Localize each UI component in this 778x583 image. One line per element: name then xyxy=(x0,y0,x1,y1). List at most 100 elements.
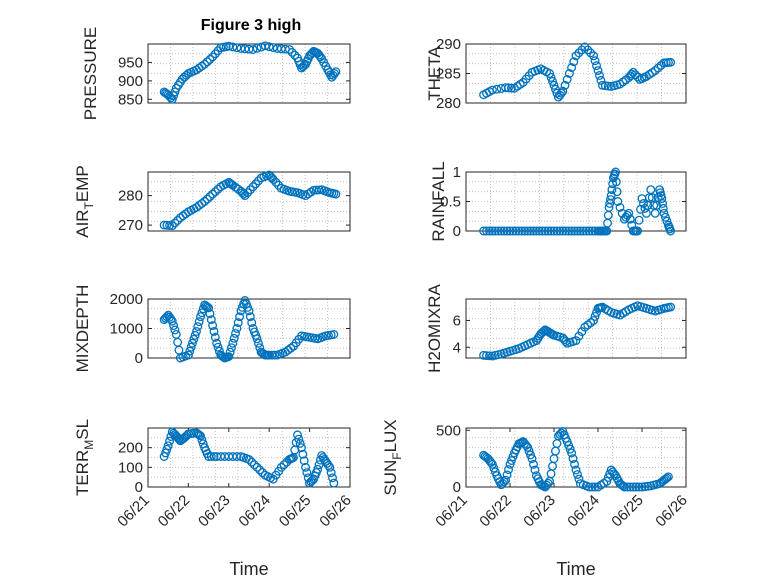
data-point xyxy=(163,441,173,451)
data-point xyxy=(607,185,617,195)
data-point xyxy=(502,226,512,236)
y-axis-label: THETA xyxy=(425,46,444,101)
data-point xyxy=(597,80,607,90)
data-point xyxy=(507,83,516,93)
data-point xyxy=(279,460,289,470)
subplot-6: 4 6 H2OMIXRA xyxy=(425,283,687,373)
data-point xyxy=(634,482,644,492)
data-point xyxy=(666,226,676,236)
data-point xyxy=(568,454,578,464)
data-point xyxy=(208,189,218,199)
y-tick-label: 0 xyxy=(135,350,143,367)
data-point xyxy=(286,343,296,353)
data-point xyxy=(330,69,339,78)
y-axis-label: AIRTEMP xyxy=(73,165,96,238)
data-point xyxy=(487,226,497,236)
data-point xyxy=(537,226,547,236)
y-axis-label: PRESSURE xyxy=(81,27,100,121)
data-point xyxy=(662,216,672,226)
data-point xyxy=(543,478,553,488)
data-point xyxy=(328,473,337,483)
data-point xyxy=(295,438,305,448)
data-point xyxy=(558,226,568,236)
data-point xyxy=(228,42,238,52)
y-tick-label: 900 xyxy=(118,73,143,90)
data-point xyxy=(558,86,568,96)
data-point xyxy=(527,454,537,464)
y-tick-label: 850 xyxy=(118,91,143,108)
data-point xyxy=(567,448,577,458)
data-point xyxy=(523,226,533,236)
data-point xyxy=(571,465,581,475)
y-tick-label: 500 xyxy=(436,422,461,439)
y-tick-label: 285 xyxy=(436,66,461,83)
data-point xyxy=(255,465,265,475)
data-point xyxy=(564,226,574,236)
data-point xyxy=(517,226,527,236)
data-point xyxy=(663,472,673,482)
data-point xyxy=(299,456,309,466)
data-point xyxy=(331,189,341,199)
data-point xyxy=(622,482,632,492)
y-tick-label: 0 xyxy=(453,479,461,496)
data-point xyxy=(210,332,220,342)
x-axis-label: Time xyxy=(229,559,268,579)
data-point xyxy=(479,350,489,360)
y-axis-label: MIXDEPTH xyxy=(73,285,92,373)
data-point xyxy=(549,226,559,236)
data-point xyxy=(194,317,204,327)
y-tick-label: 950 xyxy=(118,54,143,71)
data-point xyxy=(209,327,219,336)
axes-frame xyxy=(465,427,687,488)
data-point xyxy=(167,221,177,231)
y-tick-label: 1000 xyxy=(110,321,143,338)
data-point xyxy=(205,54,215,64)
data-point xyxy=(248,45,258,54)
data-point xyxy=(592,307,601,317)
data-point xyxy=(529,459,538,469)
data-point xyxy=(197,435,207,445)
data-point xyxy=(210,187,220,197)
axes-frame xyxy=(147,43,351,104)
data-point xyxy=(631,482,641,492)
data-point xyxy=(498,478,508,488)
data-point xyxy=(570,459,579,469)
data-point xyxy=(193,322,203,331)
data-point xyxy=(595,71,604,80)
data-point xyxy=(482,351,491,360)
y-tick-label: 4 xyxy=(453,339,461,356)
data-point xyxy=(633,226,643,236)
data-point xyxy=(247,457,257,467)
data-point xyxy=(634,215,644,225)
data-point xyxy=(561,226,571,236)
data-point xyxy=(329,329,339,339)
data-point xyxy=(326,468,336,478)
data-point xyxy=(573,226,582,236)
data-point xyxy=(313,464,323,474)
data-point xyxy=(619,482,629,492)
data-point xyxy=(169,321,179,330)
data-point xyxy=(569,57,579,67)
data-point xyxy=(580,42,590,52)
y-tick-label: 0 xyxy=(453,223,461,240)
data-point xyxy=(653,63,663,73)
data-point xyxy=(567,226,577,236)
data-point xyxy=(284,45,294,54)
data-point xyxy=(194,430,204,440)
data-point xyxy=(600,81,610,91)
data-point xyxy=(244,306,254,316)
data-point xyxy=(615,202,625,212)
subplot-5: 0 1000 2000 MIXDEPTH xyxy=(73,285,351,373)
y-tick-label: 200 xyxy=(118,440,143,457)
data-point xyxy=(200,197,210,206)
data-point xyxy=(240,191,250,201)
data-point xyxy=(202,194,212,204)
data-point xyxy=(596,75,606,85)
data-point xyxy=(658,199,667,208)
subplot-3: 270 280 AIRTEMP xyxy=(73,165,351,238)
data-point xyxy=(501,83,511,93)
data-point xyxy=(492,84,502,94)
data-point xyxy=(185,346,195,356)
data-point xyxy=(233,318,243,328)
